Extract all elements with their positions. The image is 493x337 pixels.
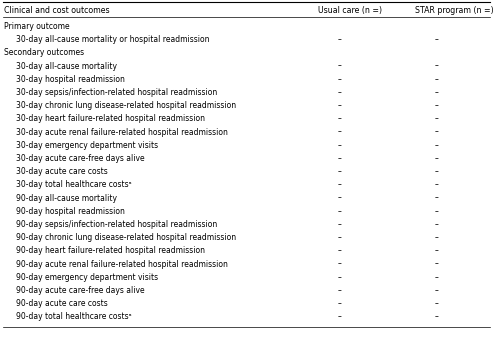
Text: –: – <box>435 207 439 216</box>
Text: 90-day chronic lung disease-related hospital readmission: 90-day chronic lung disease-related hosp… <box>16 233 236 242</box>
Text: 90-day sepsis/infection-related hospital readmission: 90-day sepsis/infection-related hospital… <box>16 220 217 229</box>
Text: –: – <box>435 88 439 97</box>
Text: –: – <box>435 246 439 255</box>
Text: –: – <box>435 220 439 229</box>
Text: –: – <box>338 75 342 84</box>
Text: –: – <box>338 193 342 203</box>
Text: 30-day emergency department visits: 30-day emergency department visits <box>16 141 158 150</box>
Text: –: – <box>338 62 342 70</box>
Text: –: – <box>338 299 342 308</box>
Text: 30-day all-cause mortality: 30-day all-cause mortality <box>16 62 117 70</box>
Text: –: – <box>338 35 342 44</box>
Text: –: – <box>338 101 342 110</box>
Text: –: – <box>338 167 342 176</box>
Text: –: – <box>435 299 439 308</box>
Text: –: – <box>435 273 439 282</box>
Text: –: – <box>435 233 439 242</box>
Text: –: – <box>338 220 342 229</box>
Text: –: – <box>435 167 439 176</box>
Text: –: – <box>435 141 439 150</box>
Text: 90-day acute care costs: 90-day acute care costs <box>16 299 108 308</box>
Text: –: – <box>338 312 342 321</box>
Text: –: – <box>338 259 342 269</box>
Text: 90-day all-cause mortality: 90-day all-cause mortality <box>16 193 117 203</box>
Text: 30-day sepsis/infection-related hospital readmission: 30-day sepsis/infection-related hospital… <box>16 88 217 97</box>
Text: –: – <box>338 207 342 216</box>
Text: 30-day heart failure-related hospital readmission: 30-day heart failure-related hospital re… <box>16 114 205 123</box>
Text: –: – <box>435 101 439 110</box>
Text: STAR program (n =): STAR program (n =) <box>415 6 493 15</box>
Text: 30-day all-cause mortality or hospital readmission: 30-day all-cause mortality or hospital r… <box>16 35 210 44</box>
Text: –: – <box>338 246 342 255</box>
Text: –: – <box>338 180 342 189</box>
Text: Primary outcome: Primary outcome <box>4 22 70 31</box>
Text: 90-day acute renal failure-related hospital readmission: 90-day acute renal failure-related hospi… <box>16 259 228 269</box>
Text: –: – <box>435 259 439 269</box>
Text: 30-day total healthcare costsᵃ: 30-day total healthcare costsᵃ <box>16 180 132 189</box>
Text: –: – <box>338 128 342 136</box>
Text: 90-day emergency department visits: 90-day emergency department visits <box>16 273 158 282</box>
Text: –: – <box>435 35 439 44</box>
Text: 90-day acute care-free days alive: 90-day acute care-free days alive <box>16 286 144 295</box>
Text: Clinical and cost outcomes: Clinical and cost outcomes <box>4 6 109 15</box>
Text: 30-day chronic lung disease-related hospital readmission: 30-day chronic lung disease-related hosp… <box>16 101 236 110</box>
Text: –: – <box>338 154 342 163</box>
Text: –: – <box>435 128 439 136</box>
Text: –: – <box>435 154 439 163</box>
Text: –: – <box>435 180 439 189</box>
Text: –: – <box>338 286 342 295</box>
Text: –: – <box>338 233 342 242</box>
Text: –: – <box>435 193 439 203</box>
Text: 30-day acute care-free days alive: 30-day acute care-free days alive <box>16 154 144 163</box>
Text: –: – <box>435 114 439 123</box>
Text: 30-day acute care costs: 30-day acute care costs <box>16 167 108 176</box>
Text: –: – <box>338 141 342 150</box>
Text: –: – <box>435 286 439 295</box>
Text: –: – <box>435 75 439 84</box>
Text: –: – <box>338 273 342 282</box>
Text: –: – <box>435 62 439 70</box>
Text: –: – <box>338 114 342 123</box>
Text: Usual care (n =): Usual care (n =) <box>318 6 382 15</box>
Text: 90-day total healthcare costsᵃ: 90-day total healthcare costsᵃ <box>16 312 132 321</box>
Text: –: – <box>338 88 342 97</box>
Text: 30-day acute renal failure-related hospital readmission: 30-day acute renal failure-related hospi… <box>16 128 228 136</box>
Text: –: – <box>435 312 439 321</box>
Text: 30-day hospital readmission: 30-day hospital readmission <box>16 75 125 84</box>
Text: 90-day heart failure-related hospital readmission: 90-day heart failure-related hospital re… <box>16 246 205 255</box>
Text: Secondary outcomes: Secondary outcomes <box>4 49 84 57</box>
Text: 90-day hospital readmission: 90-day hospital readmission <box>16 207 125 216</box>
